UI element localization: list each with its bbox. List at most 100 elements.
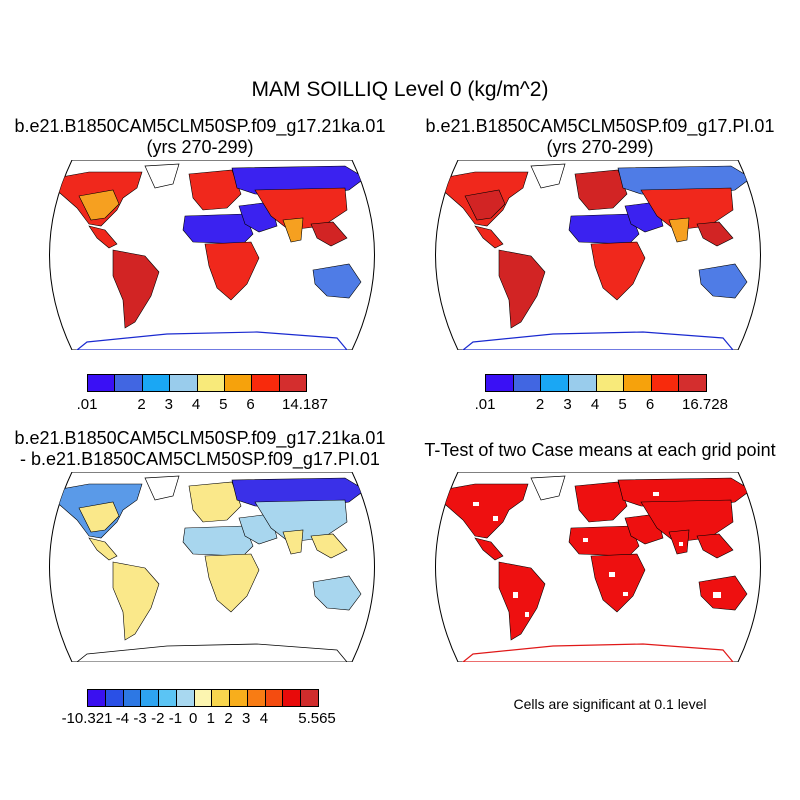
colorbar-label: -3 — [133, 710, 147, 727]
antarctica — [461, 643, 735, 662]
north-america — [435, 483, 529, 539]
colorbar-swatch — [88, 690, 106, 706]
panel-bl-title: b.e21.B1850CAM5CLM50SP.f09_g17.21ka.01 -… — [0, 428, 400, 470]
north-africa — [568, 525, 640, 557]
antarctica — [75, 643, 348, 662]
colorbar-label: 4 — [259, 710, 269, 727]
colorbar-swatch — [197, 375, 225, 391]
panel-tl-title-line1: b.e21.B1850CAM5CLM50SP.f09_g17.21ka.01 — [14, 116, 386, 136]
colorbar-label: -10.321 — [61, 710, 113, 727]
north-africa — [182, 525, 254, 557]
australia — [698, 575, 748, 611]
australia — [312, 263, 362, 299]
map-tl-land — [49, 163, 366, 350]
main-title: MAM SOILLIQ Level 0 (kg/m^2) — [251, 78, 549, 101]
colorbar-swatch — [212, 690, 231, 706]
colorbar-swatch — [88, 375, 116, 391]
colorbar-swatch — [283, 690, 302, 706]
panel-tr-title: b.e21.B1850CAM5CLM50SP.f09_g17.PI.01 (yr… — [400, 116, 800, 158]
central-america — [88, 225, 118, 249]
antarctica — [75, 331, 349, 350]
panel-tl-title: b.e21.B1850CAM5CLM50SP.f09_g17.21ka.01 (… — [0, 116, 400, 158]
panel-br-title-line1: T-Test of two Case means at each grid po… — [424, 440, 776, 460]
greenland — [530, 163, 566, 189]
colorbar-label: 3 — [164, 396, 173, 413]
north-africa — [182, 213, 254, 245]
southeast-asia — [310, 221, 348, 247]
southeast-asia — [696, 533, 734, 559]
map-bl-land — [49, 475, 366, 662]
colorbar-label: 5 — [618, 396, 627, 413]
australia — [312, 575, 362, 611]
south-america — [498, 561, 546, 641]
colorbar-swatch — [247, 690, 266, 706]
colorbar-bl-labels: -10.321 -4 -3 -2 -1 0 1 2 3 4 5.565 — [62, 710, 336, 727]
colorbar-label: 4 — [191, 396, 201, 413]
central-america — [474, 537, 504, 561]
map-tr-land — [435, 163, 752, 350]
colorbar-swatch — [141, 690, 160, 706]
colorbar-label: 3 — [242, 710, 251, 727]
panel-bl-title-line2: - b.e21.B1850CAM5CLM50SP.f09_g17.PI.01 — [20, 449, 380, 469]
colorbar-label: 3 — [563, 396, 572, 413]
panel-tr-title-line1: b.e21.B1850CAM5CLM50SP.f09_g17.PI.01 — [425, 116, 775, 136]
colorbar-swatch — [301, 690, 318, 706]
europe — [574, 481, 628, 523]
southeast-asia — [696, 221, 734, 247]
map-panel-tl — [49, 160, 375, 350]
colorbar-tl-labels: .01 2 3 4 5 6 14.187 — [77, 396, 328, 413]
central-america — [88, 537, 118, 561]
colorbar-label: 6 — [645, 396, 655, 413]
colorbar-label: 2 — [535, 396, 545, 413]
colorbar-swatch — [170, 375, 198, 391]
colorbar-swatch — [142, 375, 171, 391]
colorbar-bl — [87, 689, 319, 707]
south-asia — [282, 217, 304, 243]
non-significant-speckles — [473, 492, 721, 617]
colorbar-swatch — [123, 690, 142, 706]
panel-br-title: T-Test of two Case means at each grid po… — [400, 440, 800, 461]
colorbar-label: 5.565 — [298, 710, 336, 727]
colorbar-label: -4 — [115, 710, 130, 727]
europe — [188, 169, 242, 211]
na-interior — [78, 501, 120, 533]
colorbar-swatch — [596, 375, 625, 391]
colorbar-swatch — [651, 375, 680, 391]
colorbar-label: 2 — [137, 396, 146, 413]
map-panel-tr — [435, 160, 761, 350]
colorbar-label: 5 — [219, 396, 228, 413]
colorbar-tr-labels: .01 2 3 4 5 6 16.728 — [475, 396, 728, 413]
south-america — [498, 249, 546, 329]
south-america — [112, 561, 160, 641]
southeast-asia — [310, 533, 348, 559]
greenland — [144, 163, 180, 189]
colorbar-label: 14.187 — [282, 396, 328, 413]
australia — [698, 263, 748, 299]
south-asia — [282, 529, 304, 555]
colorbar-swatch — [486, 375, 514, 391]
colorbar-label: 6 — [246, 396, 255, 413]
south-asia — [668, 217, 690, 243]
significance-note: Cells are significant at 0.1 level — [513, 696, 707, 712]
colorbar-swatch — [541, 375, 569, 391]
colorbar-label: .01 — [76, 396, 98, 413]
colorbar-swatch — [194, 690, 213, 706]
colorbar-swatch — [568, 375, 597, 391]
north-africa — [568, 213, 640, 245]
europe — [574, 169, 628, 211]
colorbar-swatch — [252, 375, 280, 391]
greenland — [144, 475, 180, 501]
colorbar-swatch — [265, 690, 284, 706]
panel-bl-title-line1: b.e21.B1850CAM5CLM50SP.f09_g17.21ka.01 — [14, 428, 386, 448]
colorbar-swatch — [176, 690, 195, 706]
colorbar-label: 0 — [188, 710, 198, 727]
na-interior — [464, 189, 506, 221]
colorbar-label: 16.728 — [682, 396, 728, 413]
colorbar-label: 4 — [590, 396, 600, 413]
colorbar-label: -1 — [168, 710, 183, 727]
colorbar-swatch — [224, 375, 253, 391]
colorbar-swatch — [624, 375, 652, 391]
colorbar-label: -2 — [151, 710, 165, 727]
south-africa — [204, 553, 260, 613]
south-africa — [590, 553, 646, 613]
